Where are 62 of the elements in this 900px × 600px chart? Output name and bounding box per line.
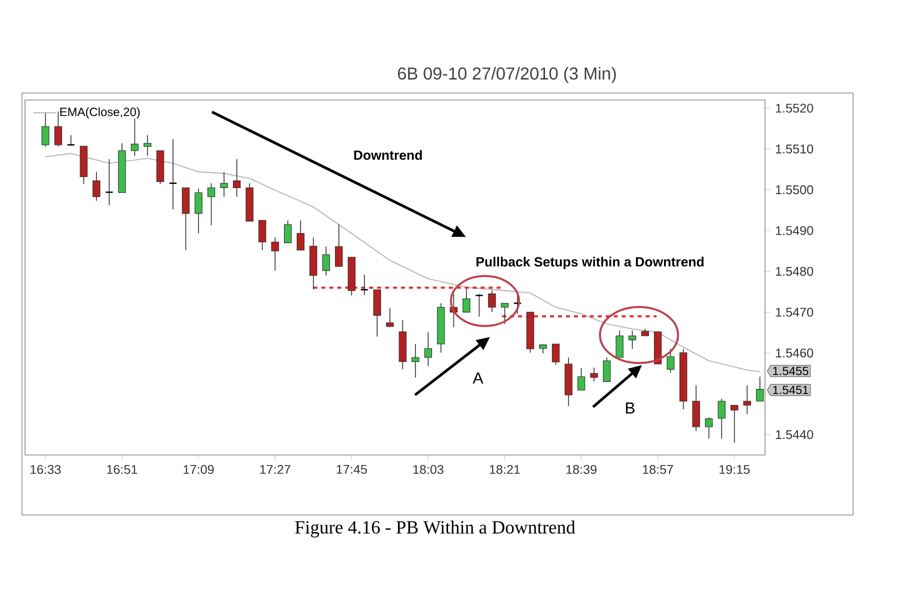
chart-title: 6B 09-10 27/07/2010 (3 Min): [398, 66, 616, 84]
candlestick: [322, 246, 330, 276]
candlestick: [220, 172, 228, 198]
candlestick: [412, 344, 420, 378]
y-tick-label: 1.5480: [776, 266, 814, 276]
candlestick: [92, 171, 100, 202]
candlestick: [194, 188, 202, 234]
candlestick: [590, 367, 598, 382]
candlestick: [552, 344, 560, 366]
annotation: B: [626, 402, 634, 414]
candlestick: [743, 384, 751, 415]
x-tick-label: 19:15: [720, 464, 750, 474]
candlestick: [42, 112, 50, 147]
x-tick-label: 16:33: [30, 464, 61, 474]
candlestick: [130, 118, 139, 156]
y-tick-label: 1.5510: [776, 144, 814, 154]
candlestick: [616, 330, 624, 358]
annotation: A: [472, 372, 484, 384]
y-tick-label: 1.5440: [776, 430, 814, 440]
candlestick: [386, 308, 394, 328]
candlestick: [488, 290, 496, 313]
candlestick: [718, 398, 726, 440]
candlestick: [666, 348, 674, 373]
annotation: Downtrend: [354, 150, 422, 160]
candlestick: [730, 404, 738, 444]
caption: Figure 4.16 - PB Within a Downtrend: [295, 520, 576, 538]
legend-label: EMA(Close,20): [60, 107, 140, 119]
x-tick-label: 17:27: [260, 464, 290, 474]
y-tick-label: 1.5470: [776, 308, 814, 317]
candlestick: [271, 237, 279, 271]
y-tick-label: 1.5520: [776, 104, 814, 113]
candlestick: [756, 376, 764, 402]
y-tick-label: 1.5460: [776, 348, 814, 358]
candlestick: [602, 357, 611, 382]
x-tick-label: 18:21: [490, 464, 520, 474]
candlestick: [104, 158, 114, 206]
x-tick-label: 16:51: [107, 464, 138, 474]
candlestick: [168, 138, 178, 210]
candlestick: [577, 368, 586, 391]
x-tick-label: 17:09: [184, 464, 214, 474]
x-tick-label: 18:03: [413, 464, 444, 474]
candlestick: [232, 158, 241, 198]
y-tick-label: 1.5490: [776, 226, 814, 236]
candlestick: [207, 182, 216, 226]
x-tick-label: 17:45: [336, 464, 367, 474]
text: 1.5451: [773, 386, 808, 394]
candlestick: [500, 302, 509, 324]
candlestick: [360, 274, 369, 296]
candlestick: [144, 134, 152, 156]
y-tick-label: 1.5500: [776, 185, 814, 194]
candlestick: [628, 330, 636, 350]
candlestick: [462, 288, 470, 313]
x-tick-label: 18:57: [643, 464, 673, 474]
candlestick: [284, 220, 292, 244]
annotation: Pullback Setups within a Downtrend: [476, 256, 704, 270]
text: 1.5455: [773, 366, 808, 376]
candlestick: [296, 220, 304, 251]
candlestick: [424, 332, 432, 366]
candlestick: [335, 224, 343, 267]
candlestick: [258, 220, 266, 251]
x-tick-label: 18:39: [566, 464, 596, 474]
candlestick: [705, 417, 713, 440]
